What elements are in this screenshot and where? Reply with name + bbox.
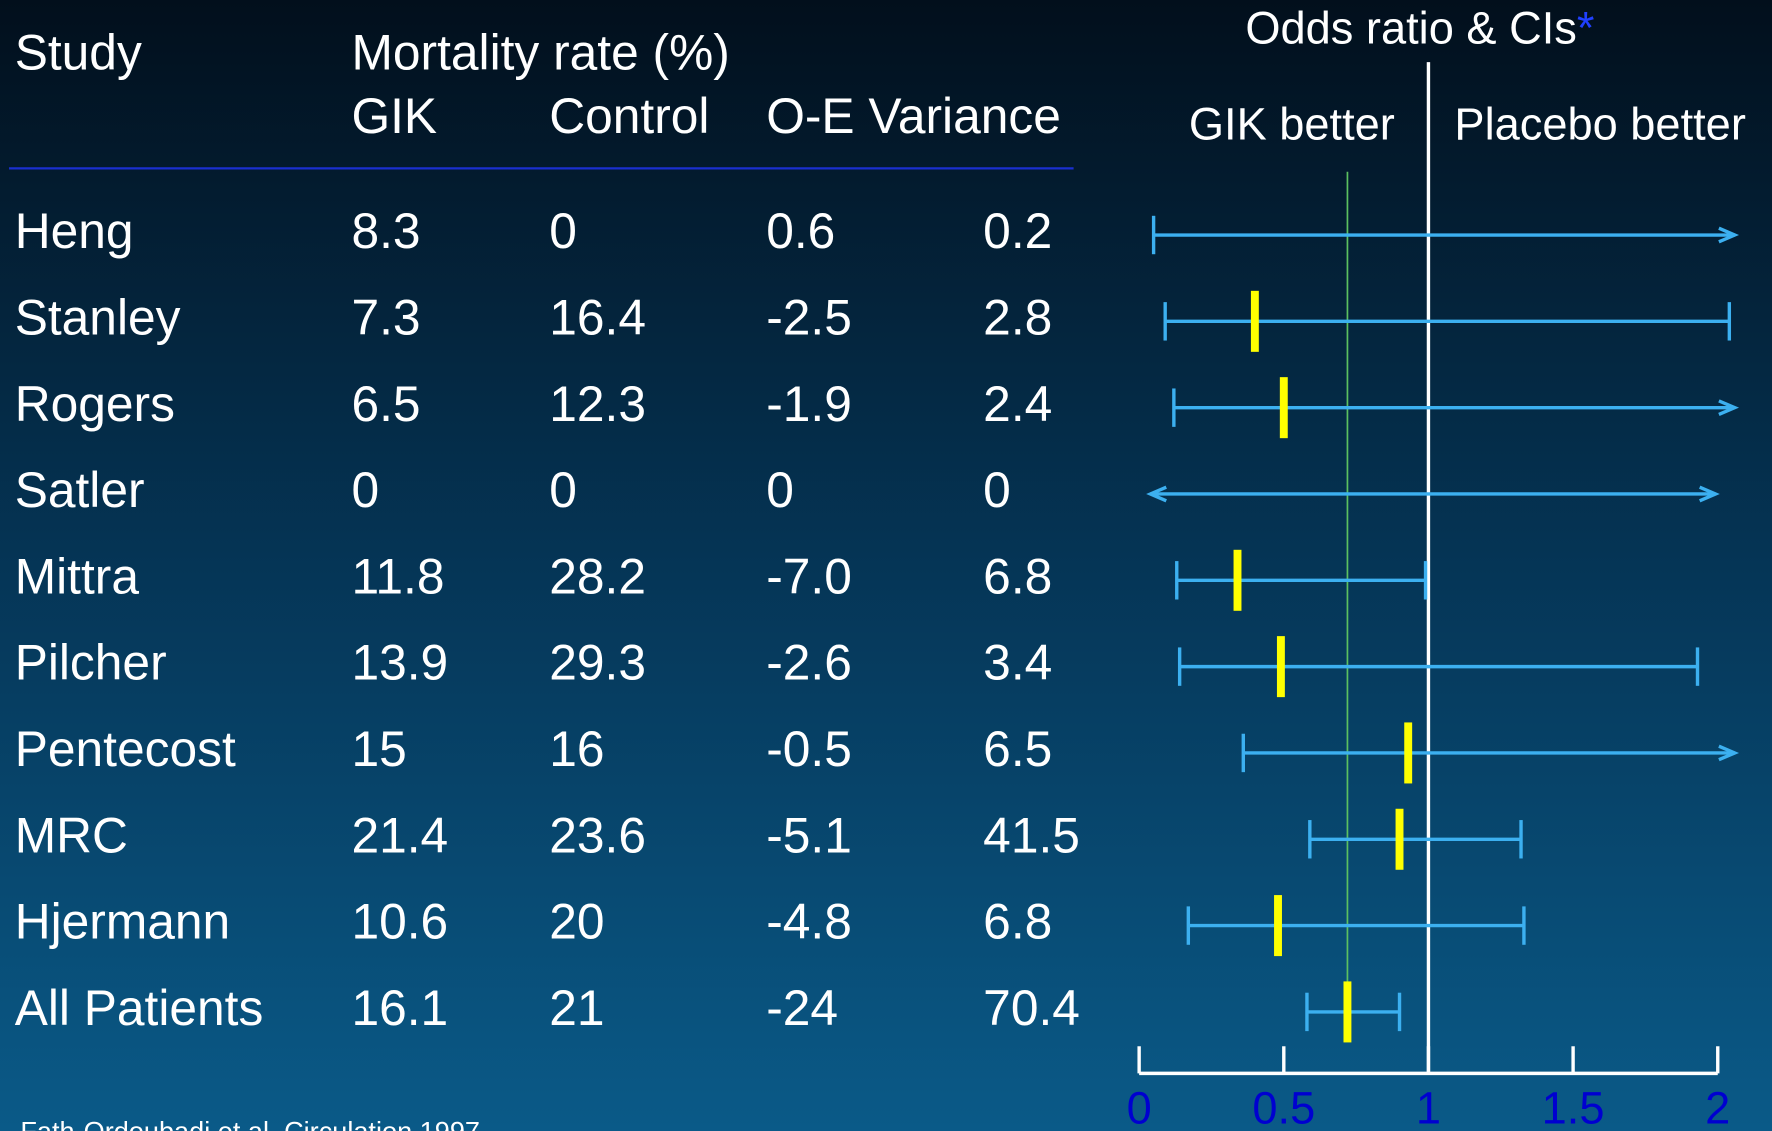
estimate xyxy=(1404,722,1413,784)
table-cell: 7.3 xyxy=(351,289,420,345)
table-cell: -2.6 xyxy=(766,635,852,691)
table-cell: -0.5 xyxy=(766,721,852,777)
estimate xyxy=(1343,981,1352,1043)
table-cell: -1.9 xyxy=(766,376,852,432)
table-cell: 15 xyxy=(351,721,406,777)
table-cell: 0 xyxy=(549,203,577,259)
study-name: Satler xyxy=(15,462,145,518)
table-cell: 16 xyxy=(549,721,604,777)
table-cell: 23.6 xyxy=(549,807,646,863)
table-cell: 12.3 xyxy=(549,376,646,432)
table-cell: -7.0 xyxy=(766,548,852,604)
x-tick-label: 1 xyxy=(1416,1083,1441,1131)
header-oe-variance: O-E Variance xyxy=(766,88,1061,144)
x-tick-label: 1.5 xyxy=(1542,1083,1605,1131)
table-cell: 16.1 xyxy=(351,980,448,1036)
table-cell: 21 xyxy=(549,980,604,1036)
right-label: Placebo better xyxy=(1454,99,1745,150)
left-label: GIK better xyxy=(1189,99,1395,150)
ci-arrow xyxy=(1146,485,1167,503)
table-cell: 16.4 xyxy=(549,289,646,345)
ci-arrow xyxy=(1699,485,1720,503)
table-cell: 21.4 xyxy=(351,807,448,863)
table-cell: 6.8 xyxy=(983,548,1052,604)
study-name: Mittra xyxy=(15,548,140,604)
x-tick-label: 2 xyxy=(1705,1083,1730,1131)
estimate xyxy=(1274,895,1282,957)
table-cell: 70.4 xyxy=(983,980,1080,1036)
header-control: Control xyxy=(549,88,709,144)
table-cell: 0 xyxy=(549,462,577,518)
table-cell: 6.8 xyxy=(983,894,1052,950)
study-name: Heng xyxy=(15,203,134,259)
estimate xyxy=(1279,377,1288,439)
table-cell: 20 xyxy=(549,894,604,950)
table-cell: 6.5 xyxy=(983,721,1052,777)
table-cell: 0.2 xyxy=(983,203,1052,259)
table-cell: -4.8 xyxy=(766,894,852,950)
table-cell: 0 xyxy=(766,462,794,518)
estimate xyxy=(1276,636,1285,698)
header-gik: GIK xyxy=(351,88,437,144)
table-cell: 29.3 xyxy=(549,635,646,691)
estimate xyxy=(1395,808,1404,870)
study-name: Pilcher xyxy=(15,635,167,691)
table-cell: 10.6 xyxy=(351,894,448,950)
table-cell: -2.5 xyxy=(766,289,852,345)
table-cell: 2.4 xyxy=(983,376,1052,432)
study-name: MRC xyxy=(15,807,128,863)
table-cell: 8.3 xyxy=(351,203,420,259)
table-cell: 0 xyxy=(351,462,379,518)
table-cell: 0 xyxy=(983,462,1011,518)
header-group: Mortality rate (%) xyxy=(351,25,729,81)
table-cell: 41.5 xyxy=(983,807,1080,863)
study-name: All Patients xyxy=(15,980,264,1036)
table-cell: 2.8 xyxy=(983,289,1052,345)
study-name: Hjermann xyxy=(15,894,230,950)
table-cell: 28.2 xyxy=(549,548,646,604)
table-cell: -24 xyxy=(766,980,838,1036)
table-cell: 3.4 xyxy=(983,635,1052,691)
footnote: Fath-Ordoubadi et al. Circulation 1997 xyxy=(20,1115,480,1131)
study-name: Rogers xyxy=(15,376,175,432)
table-cell: 13.9 xyxy=(351,635,448,691)
ci-arrow xyxy=(1718,226,1740,244)
estimate xyxy=(1250,290,1259,352)
study-name: Stanley xyxy=(15,289,181,345)
table-cell: -5.1 xyxy=(766,807,852,863)
ci-arrow xyxy=(1718,399,1740,416)
x-tick-label: 0 xyxy=(1127,1083,1152,1131)
table-cell: 11.8 xyxy=(351,548,444,604)
study-name: Pentecost xyxy=(15,721,236,777)
ci-arrow xyxy=(1718,744,1740,762)
plot-title: Odds ratio & CIs* xyxy=(1245,3,1594,54)
table-cell: 0.6 xyxy=(766,203,835,259)
header-study: Study xyxy=(15,25,142,81)
estimate xyxy=(1233,549,1242,611)
x-tick-label: 0.5 xyxy=(1252,1083,1315,1131)
table-cell: 6.5 xyxy=(351,376,420,432)
